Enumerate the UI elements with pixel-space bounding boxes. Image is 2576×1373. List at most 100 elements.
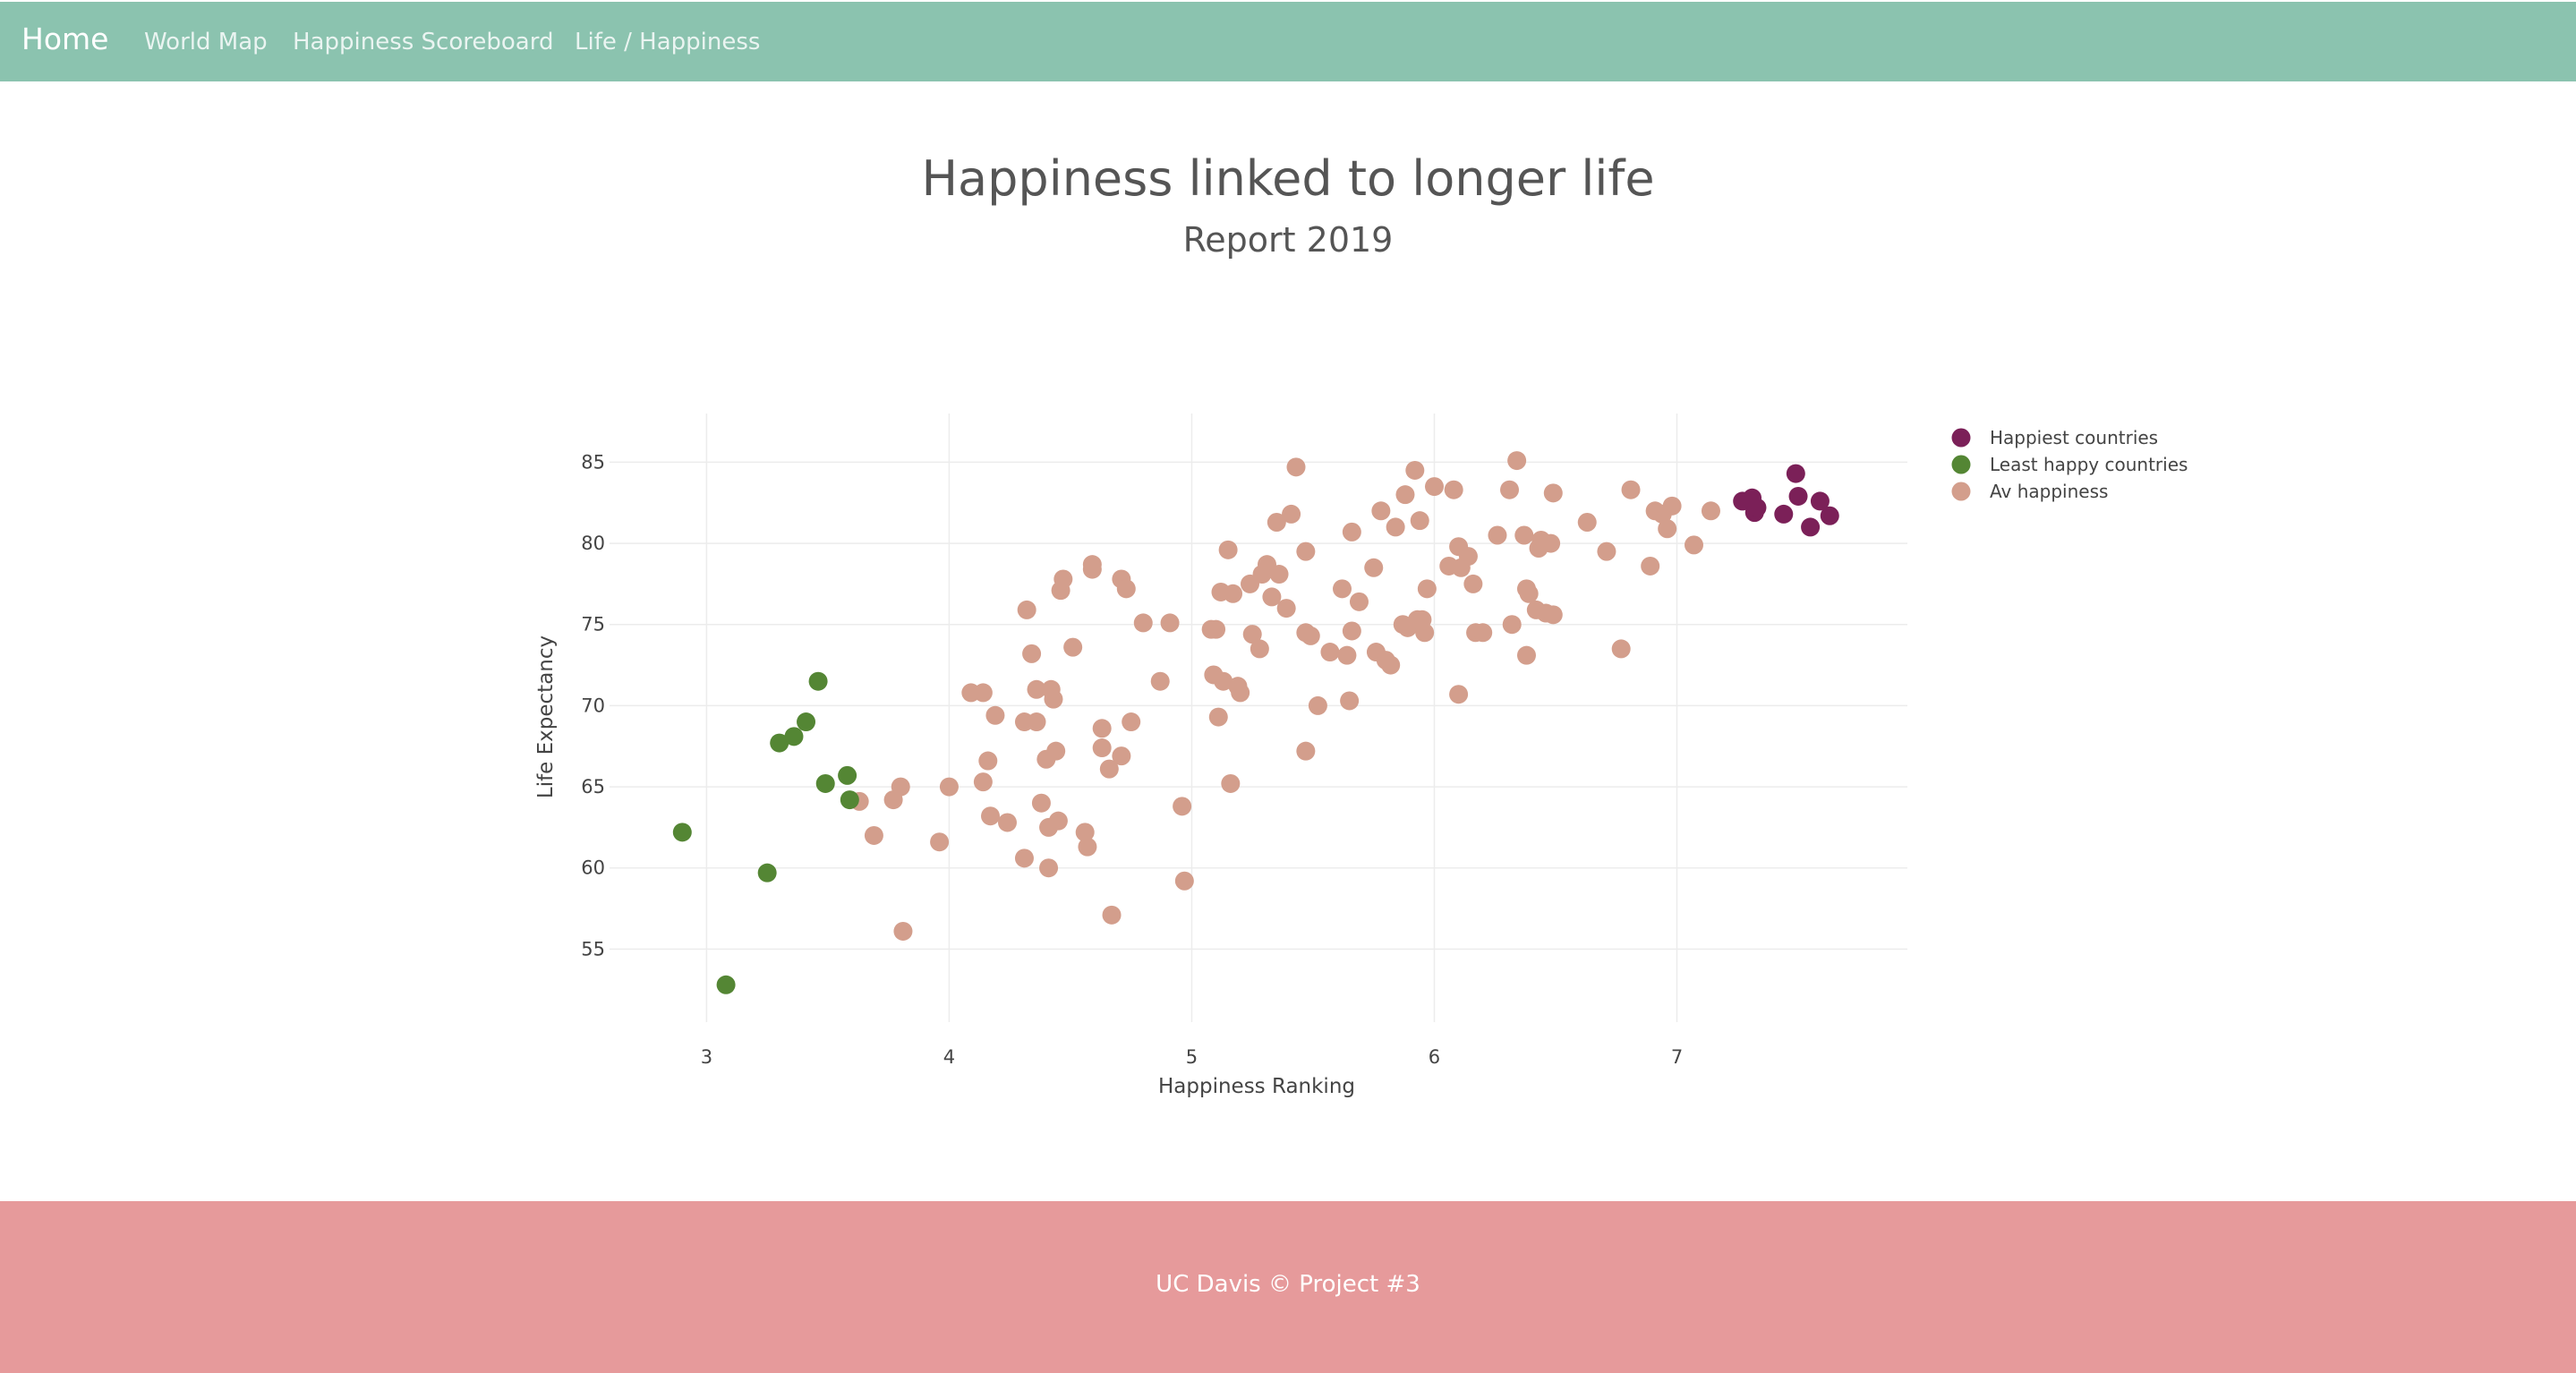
scatter-point[interactable] (1458, 547, 1478, 567)
scatter-point[interactable] (1444, 480, 1463, 499)
scatter-point[interactable] (1543, 483, 1563, 503)
scatter-point[interactable] (808, 671, 828, 691)
nav-home-link[interactable]: Home (21, 21, 109, 56)
scatter-point[interactable] (930, 832, 950, 852)
scatter-point[interactable] (1701, 501, 1720, 521)
scatter-point[interactable] (797, 712, 816, 732)
scatter-point[interactable] (1017, 600, 1036, 619)
scatter-point[interactable] (1371, 501, 1391, 521)
scatter-point[interactable] (1296, 741, 1316, 761)
chart-legend[interactable]: Happiest countries Least happy countries A… (1951, 427, 2188, 502)
scatter-point[interactable] (1342, 522, 1361, 542)
scatter-point[interactable] (1092, 719, 1112, 738)
chart-points[interactable] (672, 451, 1839, 994)
legend-marker[interactable] (1951, 428, 1971, 448)
scatter-point[interactable] (1208, 707, 1228, 727)
scatter-point[interactable] (1276, 599, 1296, 618)
scatter-point[interactable] (985, 705, 1005, 725)
scatter-point[interactable] (1405, 460, 1425, 480)
scatter-point[interactable] (1516, 645, 1536, 665)
scatter-point[interactable] (1541, 533, 1561, 553)
scatter-point[interactable] (1364, 558, 1384, 577)
scatter-point[interactable] (1449, 685, 1469, 704)
scatter-point[interactable] (1173, 797, 1192, 816)
scatter-point[interactable] (1174, 871, 1194, 891)
scatter-point[interactable] (973, 772, 993, 792)
scatter-point[interactable] (1296, 542, 1316, 561)
scatter-point[interactable] (1082, 555, 1102, 575)
scatter-point[interactable] (1231, 683, 1250, 703)
scatter-point[interactable] (1337, 645, 1357, 665)
scatter-point[interactable] (1500, 480, 1520, 499)
scatter-point[interactable] (891, 777, 910, 797)
scatter-point[interactable] (1502, 615, 1522, 635)
scatter-point[interactable] (1342, 621, 1361, 641)
scatter-point[interactable] (981, 806, 1001, 826)
legend-marker[interactable] (1951, 482, 1971, 501)
scatter-point[interactable] (1031, 793, 1051, 813)
scatter-point[interactable] (1774, 504, 1794, 524)
scatter-point[interactable] (1386, 517, 1405, 537)
scatter-point[interactable] (1063, 637, 1083, 657)
scatter-point[interactable] (1507, 451, 1527, 471)
scatter-point[interactable] (1207, 619, 1226, 639)
scatter-point[interactable] (1116, 579, 1136, 599)
scatter-point[interactable] (1621, 480, 1641, 499)
scatter-point[interactable] (973, 683, 993, 703)
scatter-point[interactable] (1349, 592, 1369, 611)
scatter-point[interactable] (1269, 565, 1289, 584)
scatter-point[interactable] (1463, 574, 1483, 593)
scatter-point[interactable] (1224, 584, 1243, 603)
scatter-point[interactable] (840, 790, 859, 810)
scatter-point[interactable] (1027, 679, 1046, 699)
scatter-point[interactable] (1514, 525, 1534, 545)
scatter-point[interactable] (1214, 671, 1233, 691)
scatter-point[interactable] (1801, 517, 1821, 537)
scatter-point[interactable] (1286, 457, 1306, 477)
scatter-point[interactable] (1262, 587, 1282, 607)
scatter-point[interactable] (770, 733, 789, 753)
scatter-point[interactable] (1395, 485, 1415, 505)
scatter-point[interactable] (1014, 849, 1034, 868)
scatter-point[interactable] (1788, 486, 1808, 506)
legend-label[interactable]: Least happy countries (1990, 454, 2188, 475)
scatter-point[interactable] (1424, 477, 1444, 497)
scatter-point[interactable] (1048, 811, 1068, 831)
scatter-point[interactable] (1221, 773, 1241, 793)
scatter-point[interactable] (1308, 695, 1327, 715)
scatter-point[interactable] (1381, 655, 1401, 675)
scatter-point[interactable] (1415, 623, 1435, 643)
scatter-point[interactable] (1122, 712, 1141, 732)
scatter-point[interactable] (893, 921, 913, 941)
scatter-point[interactable] (1684, 535, 1703, 555)
scatter-point[interactable] (1820, 506, 1839, 525)
scatter-point[interactable] (1099, 759, 1119, 779)
scatter-point[interactable] (716, 975, 736, 994)
scatter-point[interactable] (1133, 613, 1153, 633)
scatter-point[interactable] (1075, 823, 1095, 842)
scatter-point[interactable] (1250, 639, 1269, 659)
scatter-point[interactable] (672, 823, 692, 842)
scatter-point[interactable] (815, 773, 835, 793)
scatter-point[interactable] (1218, 540, 1238, 559)
scatter-point[interactable] (1150, 671, 1170, 691)
scatter-point[interactable] (1027, 712, 1046, 732)
scatter-point[interactable] (1473, 623, 1493, 643)
scatter-point[interactable] (864, 825, 883, 845)
scatter-point[interactable] (1242, 625, 1262, 644)
scatter-point[interactable] (757, 863, 777, 883)
scatter-point[interactable] (1078, 837, 1097, 857)
scatter-point[interactable] (1519, 584, 1539, 603)
scatter-point[interactable] (1053, 569, 1073, 589)
scatter-point[interactable] (1160, 613, 1180, 633)
scatter-point[interactable] (1611, 639, 1631, 659)
scatter-point[interactable] (1641, 556, 1660, 576)
scatter-point[interactable] (1044, 689, 1063, 709)
nav-happiness-scoreboard-link[interactable]: Happiness Scoreboard (293, 29, 554, 55)
scatter-point[interactable] (1320, 643, 1340, 662)
scatter-point[interactable] (1282, 504, 1301, 524)
nav-world-map-link[interactable]: World Map (144, 29, 268, 55)
scatter-point[interactable] (838, 765, 857, 785)
legend-marker[interactable] (1951, 455, 1971, 474)
scatter-point[interactable] (1039, 858, 1059, 878)
